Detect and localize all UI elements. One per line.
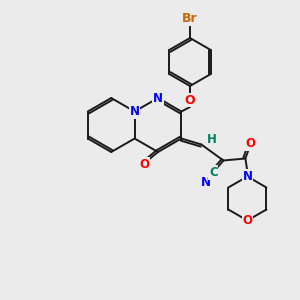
Text: O: O (245, 137, 255, 150)
Text: N: N (200, 176, 210, 189)
Text: N: N (242, 170, 252, 183)
Text: N: N (130, 105, 140, 118)
Text: N: N (242, 170, 252, 183)
Text: Br: Br (182, 13, 198, 26)
Text: O: O (185, 94, 195, 106)
Text: H: H (206, 133, 216, 146)
Text: O: O (242, 214, 252, 227)
Text: O: O (139, 158, 149, 170)
Text: C: C (209, 166, 218, 179)
Text: N: N (153, 92, 163, 104)
